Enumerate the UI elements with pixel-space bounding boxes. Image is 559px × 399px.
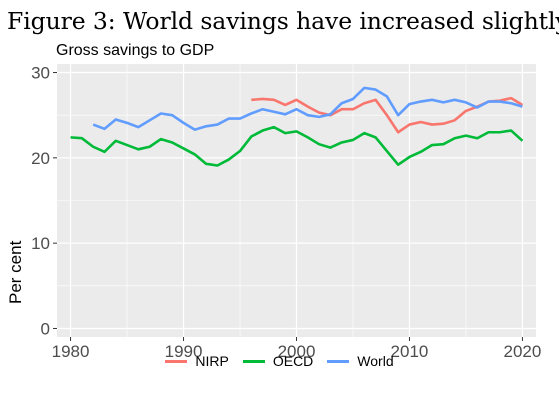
- x-tick-label: 2000: [278, 342, 316, 361]
- x-tick-label: 2010: [391, 342, 429, 361]
- x-axis: 1980 1990 2000 2010 2020: [52, 337, 542, 361]
- legend-key: [165, 359, 188, 363]
- legend-key: [327, 359, 350, 363]
- figure-caption: Figure 3: World savings have increased s…: [7, 7, 559, 35]
- series-line-oecd: [70, 125, 524, 167]
- y-axis: 0 10 20 30: [31, 64, 57, 338]
- legend: NIRP OECD World: [0, 348, 559, 374]
- y-tick-label: 20: [31, 149, 50, 168]
- legend-label: OECD: [272, 353, 314, 369]
- series-line-world: [92, 86, 523, 131]
- x-tick-label: 1980: [52, 342, 90, 361]
- x-tick-label: 2020: [504, 342, 542, 361]
- x-tick-label: 1990: [165, 342, 203, 361]
- chart-title: Gross savings to GDP: [56, 42, 215, 59]
- y-tick-label: 0: [41, 319, 50, 338]
- y-tick-label: 10: [31, 234, 50, 253]
- legend-key: [242, 359, 265, 363]
- legend-item-nirp: NIRP: [165, 353, 229, 369]
- legend-label: World: [357, 353, 394, 369]
- major-gridlines: [57, 64, 536, 337]
- legend-item-world: World: [327, 353, 394, 369]
- series-lines: [70, 86, 524, 167]
- y-tick-label: 30: [31, 64, 50, 83]
- legend-label: NIRP: [195, 353, 229, 369]
- legend-item-oecd: OECD: [242, 353, 314, 369]
